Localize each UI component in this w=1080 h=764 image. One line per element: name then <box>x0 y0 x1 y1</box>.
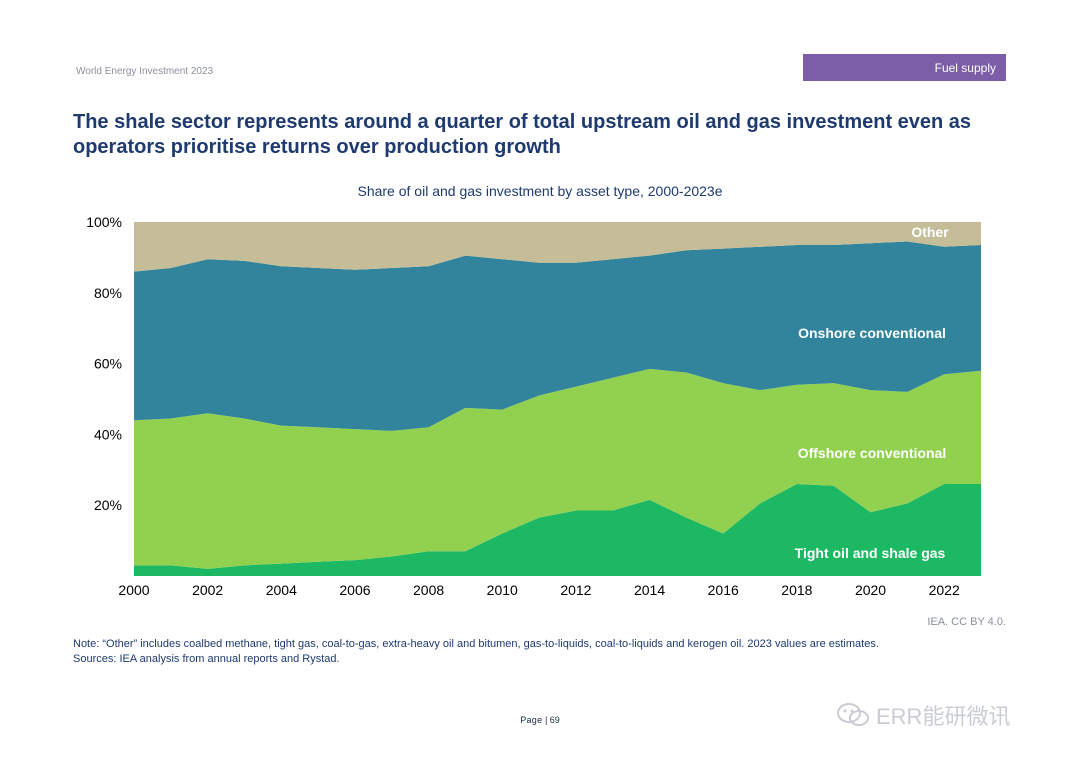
credit-line: IEA. CC BY 4.0. <box>927 616 1006 628</box>
area-other <box>134 222 981 272</box>
x-tick-label: 2012 <box>560 582 591 598</box>
report-title: World Energy Investment 2023 <box>76 66 214 77</box>
x-tick-label: 2010 <box>487 582 518 598</box>
watermark-text: ERR能研微讯 <box>876 704 1011 729</box>
series-label: Offshore conventional <box>798 445 947 461</box>
chart-note: Note: “Other” includes coalbed methane, … <box>73 638 879 650</box>
y-tick-label: 100% <box>86 214 122 230</box>
area-tight-oil-and-shale-gas <box>134 484 981 576</box>
page-headline: The shale sector represents around a qua… <box>73 111 972 158</box>
y-tick-label: 20% <box>94 497 122 513</box>
series-label: Other <box>911 224 949 240</box>
page-label: Page <box>520 715 543 725</box>
x-tick-label: 2020 <box>855 582 886 598</box>
area-offshore-conventional <box>134 368 981 569</box>
page-number: Page | 69 <box>520 715 560 725</box>
x-tick-label: 2016 <box>708 582 739 598</box>
x-tick-label: 2014 <box>634 582 665 598</box>
section-tab[interactable]: Fuel supply <box>803 54 1006 81</box>
x-tick-label: 2000 <box>118 582 149 598</box>
notes-block: Note: “Other” includes coalbed methane, … <box>73 637 973 667</box>
chart-title: Share of oil and gas investment by asset… <box>357 183 723 199</box>
x-tick-label: 2002 <box>192 582 223 598</box>
x-tick-label: 2022 <box>929 582 960 598</box>
x-tick-label: 2018 <box>781 582 812 598</box>
y-tick-label: 60% <box>94 356 122 372</box>
wechat-icon <box>837 703 869 726</box>
area-onshore-conventional <box>134 241 981 431</box>
page-value: 69 <box>549 715 560 725</box>
x-tick-label: 2008 <box>413 582 444 598</box>
series-label: Tight oil and shale gas <box>795 545 946 561</box>
chart-sources: Sources: IEA analysis from annual report… <box>73 653 340 665</box>
watermark: ERR能研微讯 <box>836 699 1010 731</box>
section-tab-label: Fuel supply <box>934 60 996 75</box>
series-label: Onshore conventional <box>798 325 946 341</box>
y-tick-label: 40% <box>94 426 122 442</box>
y-tick-label: 80% <box>94 285 122 301</box>
x-tick-label: 2006 <box>339 582 370 598</box>
x-tick-label: 2004 <box>266 582 297 598</box>
